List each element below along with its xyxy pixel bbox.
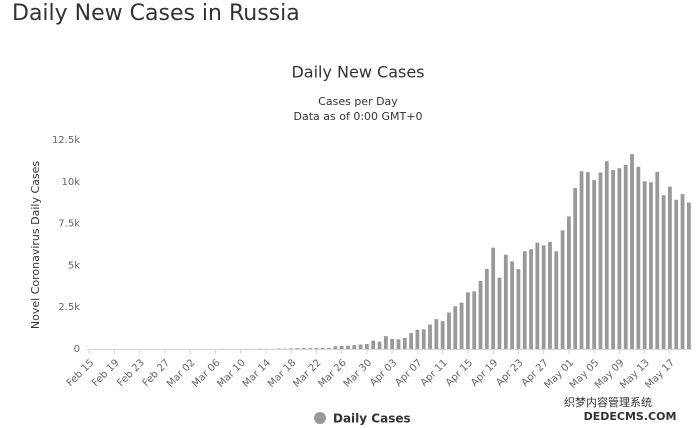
bar xyxy=(655,171,660,349)
bar xyxy=(421,329,426,349)
bar xyxy=(459,302,464,349)
bar xyxy=(503,254,508,349)
bar xyxy=(611,170,615,349)
bar xyxy=(541,245,546,349)
bar xyxy=(327,348,331,349)
bar xyxy=(623,164,628,349)
bar xyxy=(333,346,338,349)
bar xyxy=(346,345,350,349)
bar xyxy=(276,348,281,349)
bar xyxy=(377,341,382,349)
bar xyxy=(510,261,514,349)
x-tick-label: Feb 23 xyxy=(115,357,147,389)
bar xyxy=(440,321,445,349)
bar xyxy=(358,344,363,349)
bar xyxy=(409,333,413,349)
x-tick-label: Feb 15 xyxy=(65,357,97,389)
x-tick-label: Apr 07 xyxy=(393,357,424,388)
bar xyxy=(636,166,641,349)
legend-label: Daily Cases xyxy=(333,412,411,426)
bar xyxy=(314,347,319,349)
bar xyxy=(365,343,369,349)
bar xyxy=(686,202,691,349)
chart-subtitle: Cases per Day xyxy=(318,95,398,108)
bar xyxy=(598,172,603,349)
bar xyxy=(604,161,609,349)
y-tick-label: 0 xyxy=(74,344,80,355)
bar xyxy=(472,291,477,349)
page-title: Daily New Cases in Russia xyxy=(12,1,300,26)
bar xyxy=(661,195,666,349)
x-tick-label: Apr 03 xyxy=(368,357,399,388)
bar xyxy=(560,230,565,349)
watermark: DEDECMS.COM xyxy=(584,410,677,423)
bar xyxy=(308,348,312,349)
bar xyxy=(453,306,458,349)
watermark: 织梦内容管理系统 xyxy=(564,395,652,409)
y-tick-label: 12.5k xyxy=(52,135,80,146)
bar xyxy=(548,241,552,349)
bar xyxy=(415,329,420,349)
x-tick-label: Feb 19 xyxy=(90,357,122,389)
bar xyxy=(529,249,533,349)
bar xyxy=(554,251,559,349)
bar xyxy=(630,154,634,349)
y-tick-label: 7.5k xyxy=(58,219,80,230)
bar xyxy=(522,251,527,349)
x-tick-label: Apr 15 xyxy=(444,357,475,388)
bar xyxy=(434,319,439,349)
bar xyxy=(579,171,584,349)
bar xyxy=(396,339,401,349)
bar xyxy=(592,180,597,349)
bar xyxy=(339,345,344,349)
bar xyxy=(535,242,540,349)
bar xyxy=(320,347,325,349)
bar xyxy=(383,336,388,349)
bar xyxy=(301,348,306,349)
bar xyxy=(649,182,653,349)
y-tick-label: 10k xyxy=(61,177,80,188)
bar xyxy=(478,280,483,349)
bar xyxy=(674,199,679,349)
bar xyxy=(447,312,451,349)
bar xyxy=(484,268,489,349)
bar xyxy=(428,324,432,349)
bar xyxy=(573,188,578,349)
bar xyxy=(567,216,571,349)
bar xyxy=(491,247,496,349)
y-axis-label: Novel Coronavirus Daily Cases xyxy=(29,161,42,329)
bar xyxy=(371,340,376,349)
legend-swatch xyxy=(314,412,326,424)
x-tick-label: Mar 30 xyxy=(342,357,374,389)
y-tick-label: 5k xyxy=(68,260,80,271)
bar xyxy=(516,269,521,349)
bar xyxy=(352,345,357,349)
bar xyxy=(466,292,470,349)
chart-title: Daily New Cases xyxy=(291,63,424,82)
bar xyxy=(295,348,300,349)
y-tick-label: 2.5k xyxy=(58,302,80,313)
bar xyxy=(402,337,407,349)
bar xyxy=(617,168,622,349)
bar xyxy=(289,348,294,349)
bar xyxy=(668,186,672,349)
x-tick-label: Apr 23 xyxy=(494,357,525,388)
bar xyxy=(642,181,647,349)
bar xyxy=(585,172,590,349)
x-tick-label: Apr 11 xyxy=(419,357,450,388)
chart-subtitle: Data as of 0:00 GMT+0 xyxy=(294,110,423,123)
x-tick-label: Apr 19 xyxy=(469,357,500,388)
bar xyxy=(680,194,685,349)
bar xyxy=(390,338,395,349)
bar xyxy=(497,277,502,349)
